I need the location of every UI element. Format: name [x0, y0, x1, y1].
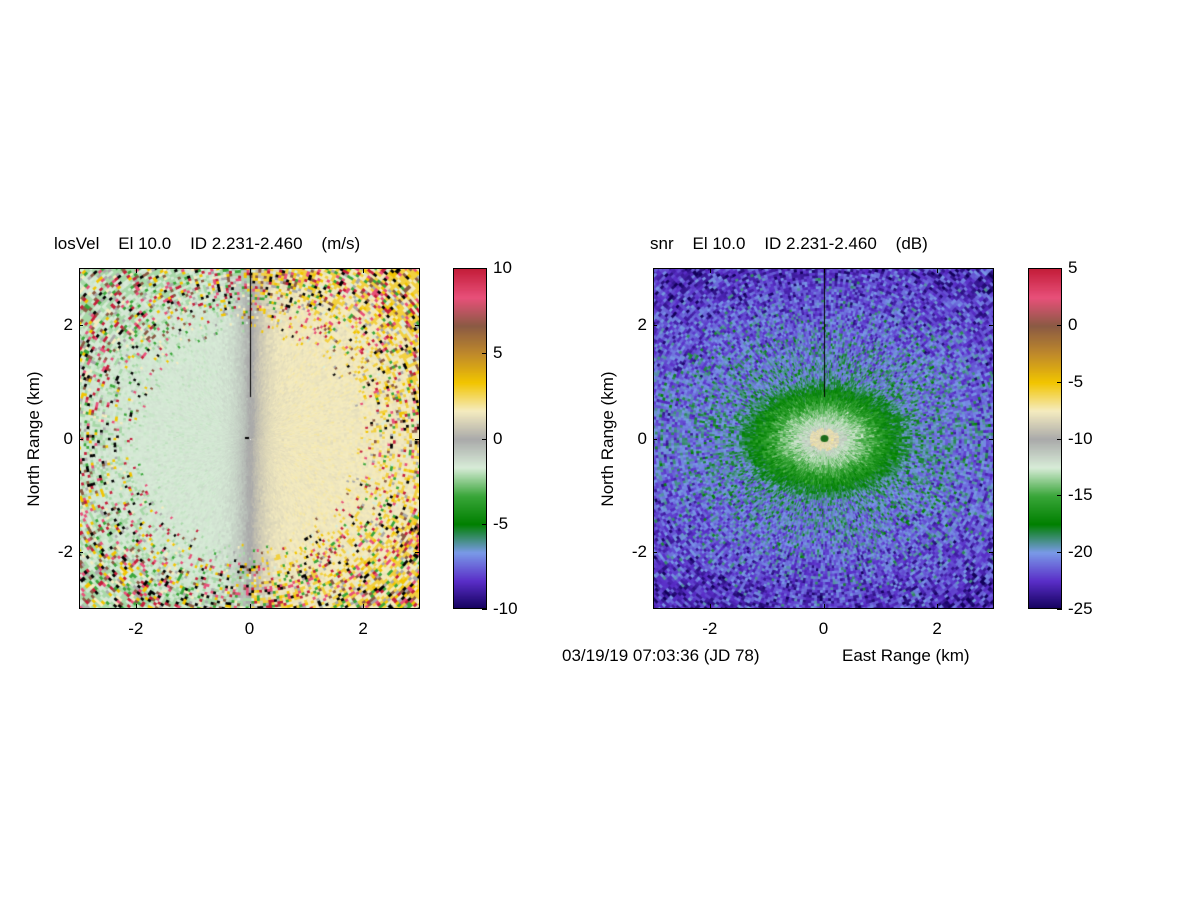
snr-ytick-mark-2: [653, 324, 657, 326]
vel-ytick-mark-right-0: [415, 552, 419, 554]
snr-ytick-mark-right-1: [989, 438, 993, 440]
snr-cbar-tick-3: [1057, 438, 1062, 440]
snr-ylabel: North Range (km): [598, 371, 617, 507]
snr-xtick-mark-1: [823, 604, 825, 608]
losvel-ylabel: North Range (km): [24, 371, 43, 507]
vel-xtick-label-0: -2: [128, 619, 144, 638]
vel-cbar-tick-2: [482, 438, 487, 440]
losvel-heatmap: [80, 269, 419, 608]
vel-ytick-label-1: 0: [63, 428, 73, 448]
vel-xtick-mark-top-1: [249, 269, 251, 273]
losvel-colorbar-gradient: [454, 269, 486, 608]
snr-cbar-tick-0: [1057, 268, 1062, 269]
vel-ytick-mark-right-2: [415, 324, 419, 326]
snr-cbar-label-4: -15: [1068, 485, 1093, 505]
vel-ytick-label-0: -2: [57, 542, 73, 562]
vel-cbar-tick-3: [482, 523, 487, 525]
snr-cbar-label-0: 5: [1068, 258, 1078, 277]
snr-plot-area: [653, 268, 994, 609]
snr-ytick-label-1: 0: [637, 428, 647, 448]
snr-cbar-label-5: -20: [1068, 542, 1093, 562]
snr-xtick-label-1: 0: [818, 619, 829, 638]
snr-xlabel: East Range (km): [842, 646, 970, 665]
snr-ytick-label-2: 2: [637, 314, 647, 334]
vel-cbar-tick-4: [482, 609, 487, 610]
vel-ytick-mark-1: [79, 438, 83, 440]
losvel-title: losVel El 10.0 ID 2.231-2.460 (m/s): [54, 234, 361, 253]
snr-cbar-tick-2: [1057, 381, 1062, 383]
snr-xtick-mark-top-2: [937, 269, 939, 273]
vel-xtick-mark-top-0: [135, 269, 137, 273]
snr-cbar-tick-5: [1057, 552, 1062, 554]
snr-cbar-label-6: -25: [1068, 599, 1093, 618]
snr-title: snr El 10.0 ID 2.231-2.460 (dB): [650, 234, 928, 253]
snr-ytick-mark-0: [653, 552, 657, 554]
losvel-plot-area: [79, 268, 420, 609]
vel-ytick-mark-2: [79, 324, 83, 326]
vel-xtick-label-1: 0: [244, 619, 255, 638]
snr-ytick-label-0: -2: [631, 542, 647, 562]
snr-cbar-tick-1: [1057, 324, 1062, 326]
vel-cbar-label-1: 5: [493, 343, 503, 363]
vel-xtick-mark-1: [249, 604, 251, 608]
vel-xtick-mark-2: [363, 604, 365, 608]
vel-cbar-label-4: -10: [493, 599, 518, 618]
snr-colorbar-gradient: [1029, 269, 1061, 608]
snr-xtick-mark-0: [709, 604, 711, 608]
vel-cbar-label-0: 10: [493, 258, 512, 277]
snr-xtick-mark-2: [937, 604, 939, 608]
vel-ytick-mark-right-1: [415, 438, 419, 440]
vel-cbar-tick-1: [482, 353, 487, 355]
vel-xtick-label-2: 2: [358, 619, 368, 638]
vel-cbar-label-2: 0: [493, 428, 503, 448]
snr-cbar-tick-6: [1057, 609, 1062, 610]
snr-xtick-label-0: -2: [702, 619, 718, 638]
snr-xtick-mark-top-1: [823, 269, 825, 273]
vel-ytick-label-2: 2: [63, 314, 73, 334]
snr-xtick-label-2: 2: [932, 619, 942, 638]
snr-xtick-mark-top-0: [709, 269, 711, 273]
timestamp-label: 03/19/19 07:03:36 (JD 78): [562, 646, 760, 665]
vel-ytick-mark-0: [79, 552, 83, 554]
vel-xtick-mark-0: [135, 604, 137, 608]
snr-cbar-tick-4: [1057, 495, 1062, 497]
snr-ytick-mark-1: [653, 438, 657, 440]
snr-cbar-label-2: -5: [1068, 371, 1084, 391]
snr-cbar-label-3: -10: [1068, 428, 1093, 448]
vel-xtick-mark-top-2: [363, 269, 365, 273]
snr-cbar-label-1: 0: [1068, 314, 1078, 334]
snr-ytick-mark-right-2: [989, 324, 993, 326]
snr-ytick-mark-right-0: [989, 552, 993, 554]
vel-cbar-label-3: -5: [493, 513, 509, 533]
vel-cbar-tick-0: [482, 268, 487, 269]
snr-heatmap: [654, 269, 993, 608]
